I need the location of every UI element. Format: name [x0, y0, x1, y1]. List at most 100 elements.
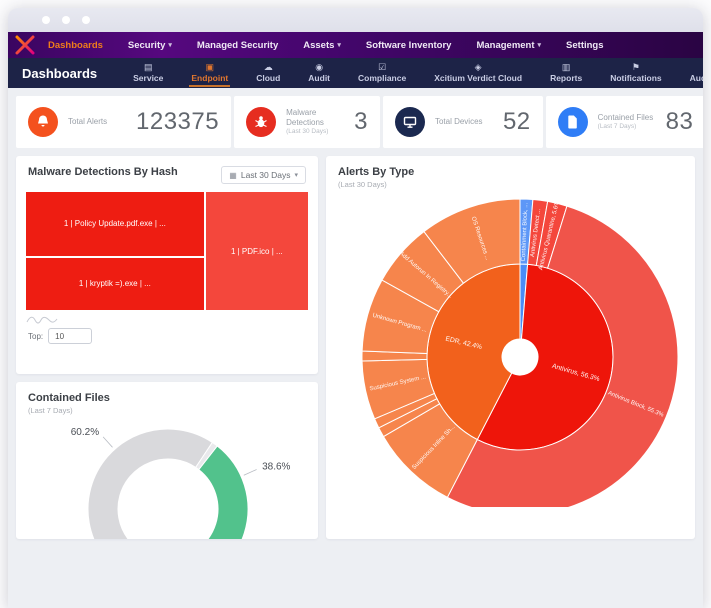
- malware-icon: [246, 107, 277, 137]
- page-title: Dashboards: [22, 65, 98, 81]
- nav-item-label: Security: [127, 39, 166, 51]
- device-icon: [394, 107, 425, 137]
- kpi-card-contained-files[interactable]: Contained Files (Last 7 Days) 83: [545, 96, 703, 148]
- tab-label: Service: [133, 72, 164, 83]
- nav-item-security[interactable]: Security ▾: [128, 40, 172, 51]
- malware-hash-treemap: 1 | Policy Update.pdf.exe | ... 1 | krypt…: [26, 192, 308, 310]
- nav-item-label: Software Inventory: [365, 39, 452, 51]
- tab-label: Audit Logs: [689, 72, 703, 83]
- dashboard-content: Total Alerts 123375 Malware Detections (Las…: [8, 88, 703, 547]
- contained-files-panel: Contained Files (Last 7 Days) 38.6% 60.2%: [16, 382, 318, 539]
- verdict-cloud-icon: ◈: [474, 61, 482, 72]
- bell-icon: [28, 107, 58, 137]
- window-control-dot[interactable]: [42, 16, 50, 24]
- kpi-card-total-devices[interactable]: Total Devices 52: [382, 96, 543, 148]
- cloud-icon: ☁: [263, 61, 273, 72]
- chevron-down-icon: ▾: [294, 172, 298, 179]
- alerts-by-type-sunburst-chart[interactable]: Antivirus, 56.3%EDR, 42.4%Containment Bl…: [326, 195, 695, 507]
- chevron-down-icon: ▾: [337, 42, 341, 49]
- tab-label: Reports: [550, 72, 583, 83]
- tab-endpoint[interactable]: ▣ Endpoint: [189, 60, 231, 87]
- panel-subtitle: (Last 30 Days): [338, 180, 387, 189]
- kpi-label: Malware Detections (Last 30 Days): [286, 108, 344, 136]
- xcitium-logo-icon[interactable]: [8, 32, 42, 58]
- tab-label: Xcitium Verdict Cloud: [434, 72, 523, 83]
- nav-item-label: Management: [476, 39, 535, 51]
- sunburst-center-hole: [502, 339, 538, 375]
- calendar-icon: ▦: [229, 170, 237, 180]
- nav-item-dashboards[interactable]: Dashboards: [48, 40, 103, 51]
- donut-segment[interactable]: [195, 441, 218, 471]
- tab-label: Notifications: [610, 72, 662, 83]
- date-range-label: Last 30 Days: [240, 170, 291, 180]
- nav-item-label: Managed Security: [196, 39, 279, 51]
- kpi-value: 3: [354, 108, 368, 135]
- panel-subtitle: (Last 7 Days): [28, 406, 73, 415]
- kpi-value: 52: [502, 108, 531, 135]
- kpi-card-total-alerts[interactable]: Total Alerts 123375: [16, 96, 232, 148]
- panel-title: Malware Detections By Hash: [28, 166, 178, 178]
- contained-file-icon: [557, 107, 588, 137]
- tab-service[interactable]: ▤ Service: [131, 60, 165, 87]
- audit-icon: ◉: [315, 61, 324, 72]
- tab-compliance[interactable]: ☑ Compliance: [356, 60, 408, 87]
- treemap-cell[interactable]: 1 | PDF.ico | ...: [205, 192, 308, 310]
- kpi-label: Total Alerts: [68, 117, 108, 126]
- panel-title: Alerts By Type: [338, 166, 415, 178]
- secondary-nav: Dashboards ▤ Service ▣ Endpoint ☁ Cloud ◉ Audit…: [8, 58, 703, 88]
- tab-label: Audit: [308, 72, 331, 83]
- kpi-row: Total Alerts 123375 Malware Detections (Las…: [16, 96, 703, 148]
- window-control-dot[interactable]: [62, 16, 70, 24]
- sunburst-outer-segment[interactable]: [423, 198, 521, 284]
- tab-xcitium-verdict-cloud[interactable]: ◈ Xcitium Verdict Cloud: [432, 60, 524, 87]
- service-icon: ▤: [144, 61, 153, 72]
- top-count-label: Top:: [28, 331, 44, 341]
- kpi-sublabel: (Last 30 Days): [286, 127, 329, 135]
- treemap-axis-scribble: [26, 316, 58, 324]
- kpi-sublabel: (Last 7 Days): [597, 122, 637, 130]
- contained-files-donut-chart[interactable]: 38.6% 60.2%: [18, 421, 318, 539]
- chevron-down-icon: ▾: [537, 42, 542, 49]
- nav-item-management[interactable]: Management ▾: [476, 40, 541, 51]
- kpi-value: 123375: [136, 108, 220, 135]
- endpoint-icon: ▣: [205, 61, 215, 72]
- kpi-label: Contained Files (Last 7 Days): [598, 113, 656, 131]
- treemap-cell[interactable]: 1 | Policy Update.pdf.exe | ...: [26, 192, 204, 256]
- compliance-icon: ☑: [378, 61, 387, 72]
- treemap-cell[interactable]: 1 | kryptik =).exe | ...: [26, 257, 204, 310]
- donut-percentage-label: 38.6%: [262, 462, 290, 473]
- nav-item-settings[interactable]: Settings: [566, 40, 603, 51]
- tab-audit[interactable]: ◉ Audit: [306, 60, 332, 87]
- chevron-down-icon: ▾: [168, 42, 172, 49]
- tab-label: Endpoint: [191, 72, 229, 83]
- nav-item-software-inventory[interactable]: Software Inventory: [366, 40, 452, 51]
- donut-label-leader-line: [243, 469, 257, 476]
- donut-percentage-label: 60.2%: [71, 427, 99, 438]
- nav-item-label: Assets: [303, 39, 335, 51]
- kpi-value: 83: [665, 108, 694, 135]
- primary-nav: Dashboards Security ▾ Managed Security Asset…: [8, 32, 703, 58]
- window-control-dot[interactable]: [82, 16, 90, 24]
- tab-label: Compliance: [358, 72, 407, 83]
- nav-item-managed-security[interactable]: Managed Security: [197, 40, 278, 51]
- sunburst-outer-segment[interactable]: [446, 205, 679, 507]
- window-titlebar: [8, 8, 703, 32]
- notifications-icon: ⚑: [631, 61, 640, 72]
- donut-label-leader-line: [102, 436, 113, 448]
- alerts-by-type-panel: Alerts By Type (Last 30 Days) Antivirus,…: [326, 156, 695, 539]
- tab-reports[interactable]: ▥ Reports: [548, 60, 584, 87]
- malware-detections-by-hash-panel: Malware Detections By Hash ▦ Last 30 Day…: [16, 156, 318, 374]
- primary-nav-items: Dashboards Security ▾ Managed Security Asset…: [48, 40, 604, 51]
- kpi-label: Total Devices: [434, 117, 483, 126]
- kpi-card-malware-detections[interactable]: Malware Detections (Last 30 Days) 3: [234, 96, 380, 148]
- nav-item-assets[interactable]: Assets ▾: [303, 40, 341, 51]
- top-count-input[interactable]: [48, 328, 93, 344]
- dashboard-tabs: ▤ Service ▣ Endpoint ☁ Cloud ◉ Audit ☑ Compliance…: [131, 60, 703, 87]
- tab-cloud[interactable]: ☁ Cloud: [254, 60, 282, 87]
- tab-notifications[interactable]: ⚑ Notifications: [608, 60, 663, 87]
- donut-segment[interactable]: [87, 428, 214, 539]
- nav-item-label: Dashboards: [48, 39, 103, 51]
- tab-audit-logs[interactable]: ↻Audit Logs: [688, 60, 703, 87]
- browser-window: Dashboards Security ▾ Managed Security Asset…: [8, 8, 703, 608]
- date-range-filter-button[interactable]: ▦ Last 30 Days ▾: [221, 166, 306, 184]
